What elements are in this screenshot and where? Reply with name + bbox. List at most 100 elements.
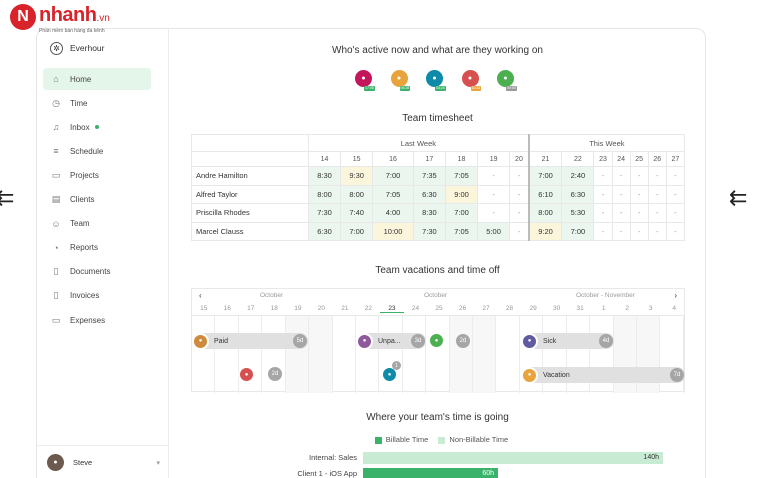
timesheet-cell[interactable]: - <box>647 203 667 223</box>
timesheet-cell[interactable]: 8:30 <box>412 203 446 223</box>
sidebar-item-projects[interactable]: ▭ Projects <box>43 164 151 186</box>
active-user-avatar[interactable]: ● <box>353 68 374 89</box>
timesheet-cell[interactable]: - <box>629 221 649 241</box>
timesheet-cell[interactable]: 6:30 <box>307 221 342 241</box>
timesheet-cell[interactable]: - <box>647 184 667 204</box>
time-off-bar[interactable]: ● Sick 4d <box>521 332 614 350</box>
timesheet-cell[interactable]: 4:00 <box>372 203 414 223</box>
active-user-avatar[interactable]: ● <box>388 68 410 89</box>
member-avatar[interactable]: ● <box>381 366 398 383</box>
timesheet-cell[interactable]: - <box>509 221 530 241</box>
active-user-avatar[interactable]: ● <box>424 68 445 89</box>
timesheet-cell[interactable]: 8:00 <box>340 184 374 204</box>
timesheet-cell[interactable]: - <box>593 166 613 186</box>
time-off-days: 1 <box>392 361 401 370</box>
timesheet-cell[interactable]: - <box>509 184 530 204</box>
sidebar-item-clients[interactable]: ▤ Clients <box>43 189 151 211</box>
home-icon: ⌂ <box>53 74 59 84</box>
timesheet-cell[interactable]: 7:00 <box>527 166 563 186</box>
member-name[interactable]: Priscilla Rhodes <box>191 203 309 223</box>
timesheet-cell[interactable]: 8:00 <box>527 203 563 223</box>
timesheet-cell[interactable]: - <box>665 166 686 186</box>
timesheet-cell[interactable]: 7:00 <box>561 221 595 241</box>
member-avatar[interactable]: ● <box>238 366 255 383</box>
timesheet-cell[interactable]: 7:00 <box>372 166 414 186</box>
active-user-avatar[interactable]: ● <box>495 68 516 89</box>
timesheet-cell[interactable]: - <box>647 166 667 186</box>
timesheet-cell[interactable]: 7:30 <box>412 221 446 241</box>
timesheet-cell[interactable]: 7:30 <box>307 203 342 223</box>
sidebar-item-inbox[interactable]: ♫ Inbox <box>43 116 151 138</box>
vacations-title: Team vacations and time off <box>375 265 500 276</box>
active-user-avatar[interactable]: ● <box>459 68 481 89</box>
time-bar[interactable]: 60h <box>363 468 498 478</box>
calendar-day: 2 <box>625 305 629 312</box>
calendar-column <box>543 316 567 393</box>
sidebar-item-reports[interactable]: ◔ Reports <box>43 237 151 259</box>
prev-arrow-icon[interactable]: ‹ <box>199 291 202 300</box>
sidebar-item-invoices[interactable]: ▯ Invoices <box>43 285 151 307</box>
sidebar-item-time[interactable]: ◷ Time <box>43 92 151 114</box>
timesheet-cell[interactable]: - <box>611 166 631 186</box>
time-off-bar[interactable]: ● Unpa... 3d <box>356 332 426 350</box>
timesheet-cell[interactable]: 8:30 <box>307 166 342 186</box>
timesheet-cell[interactable]: - <box>477 184 511 204</box>
timesheet-cell[interactable]: 6:30 <box>412 184 446 204</box>
timesheet-cell[interactable]: 9:30 <box>340 166 374 186</box>
member-avatar[interactable]: ● <box>428 332 445 349</box>
timesheet-cell[interactable]: 2:40 <box>561 166 595 186</box>
month-label: October <box>424 292 448 299</box>
timesheet-cell[interactable]: - <box>611 221 631 241</box>
timesheet-cell[interactable]: 7:05 <box>444 221 479 241</box>
timesheet-cell[interactable]: - <box>647 221 667 241</box>
timesheet-cell[interactable]: - <box>629 203 649 223</box>
timesheet-cell[interactable]: 7:40 <box>340 203 374 223</box>
timesheet-cell[interactable]: - <box>665 184 686 204</box>
timesheet-cell[interactable]: - <box>629 184 649 204</box>
timesheet-cell[interactable]: - <box>509 203 530 223</box>
sidebar-item-documents[interactable]: ▯ Documents <box>43 261 151 283</box>
time-bar[interactable]: 140h <box>363 452 663 464</box>
timesheet-cell[interactable]: 7:35 <box>412 166 446 186</box>
sidebar-item-team[interactable]: ☺ Team <box>43 213 151 235</box>
member-name[interactable]: Alfred Taylor <box>191 184 309 204</box>
timesheet-cell[interactable]: - <box>477 203 511 223</box>
timesheet-cell[interactable]: 9:00 <box>444 184 479 204</box>
timesheet-cell[interactable]: 5:30 <box>561 203 595 223</box>
sidebar-item-label: Schedule <box>70 146 104 156</box>
sidebar-item-expenses[interactable]: ▭ Expenses <box>43 309 151 331</box>
next-arrow-icon[interactable]: › <box>674 291 677 300</box>
calendar-day: 31 <box>576 305 584 312</box>
time-off-bar[interactable]: ● Paid 5d <box>192 332 308 350</box>
user-menu[interactable]: ● Steve ▾ <box>37 445 168 478</box>
timesheet-cell[interactable]: 6:30 <box>561 184 595 204</box>
timesheet-cell[interactable]: 10:00 <box>372 221 414 241</box>
timesheet-cell[interactable]: - <box>593 203 613 223</box>
day-header: 22 <box>561 151 595 167</box>
timesheet-cell[interactable]: 5:00 <box>477 221 511 241</box>
timesheet-cell[interactable]: 9:20 <box>527 221 563 241</box>
timesheet-cell[interactable]: - <box>665 221 686 241</box>
timesheet-cell[interactable]: - <box>593 184 613 204</box>
timesheet-cell[interactable]: - <box>629 166 649 186</box>
calendar-column <box>567 316 591 393</box>
timesheet-cell[interactable]: 7:05 <box>444 166 479 186</box>
sidebar-item-home[interactable]: ⌂ Home <box>43 68 151 90</box>
timesheet-cell[interactable]: 8:00 <box>307 184 342 204</box>
timesheet-cell[interactable]: - <box>509 166 530 186</box>
timesheet-cell[interactable]: - <box>477 166 511 186</box>
member-name[interactable]: Andre Hamilton <box>191 166 309 186</box>
timesheet-cell[interactable]: 7:00 <box>340 221 374 241</box>
timesheet-cell[interactable]: 7:05 <box>372 184 414 204</box>
timesheet-cell[interactable]: - <box>611 184 631 204</box>
member-name[interactable]: Marcel Clauss <box>191 221 309 241</box>
timesheet-cell[interactable]: - <box>665 203 686 223</box>
timesheet-cell[interactable]: - <box>611 203 631 223</box>
timesheet-cell[interactable]: - <box>593 221 613 241</box>
brand[interactable]: ✲ Everhour <box>37 29 168 67</box>
time-off-bar[interactable]: ● Vacation 7d <box>521 366 685 384</box>
timesheet-cell[interactable]: 7:00 <box>444 203 479 223</box>
nonbillable-swatch <box>438 436 446 444</box>
sidebar-item-schedule[interactable]: ≡ Schedule <box>43 140 151 162</box>
timesheet-cell[interactable]: 6:10 <box>527 184 563 204</box>
